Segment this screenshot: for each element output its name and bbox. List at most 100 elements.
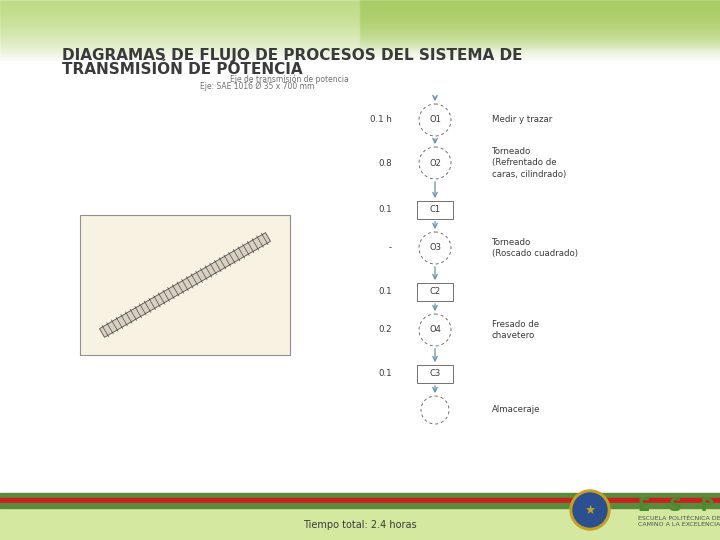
Bar — [0, 36, 720, 37]
Bar — [0, 34, 720, 35]
Bar — [0, 24, 720, 25]
Bar — [0, 20, 720, 21]
Bar — [0, 51, 720, 52]
Bar — [360, 28, 720, 29]
Bar — [0, 498, 720, 503]
Bar — [0, 48, 720, 49]
Bar — [417, 283, 453, 301]
Text: 0.2: 0.2 — [379, 326, 392, 334]
Bar — [360, 32, 720, 33]
Text: ★: ★ — [585, 503, 595, 516]
Bar — [0, 21, 720, 22]
Bar — [0, 14, 720, 15]
Bar — [0, 16, 720, 17]
Bar — [360, 15, 720, 16]
Text: Torneado
(Refrentado de
caras, cilindrado): Torneado (Refrentado de caras, cilindrad… — [492, 147, 566, 179]
Bar — [360, 44, 720, 45]
Bar — [0, 45, 720, 46]
Bar — [417, 201, 453, 219]
Bar — [360, 14, 720, 15]
Bar — [0, 54, 720, 55]
Bar — [0, 27, 720, 28]
Bar — [360, 25, 720, 26]
Bar — [0, 19, 720, 20]
Bar — [0, 493, 720, 498]
Text: E   S   P   E: E S P E — [638, 497, 720, 515]
Bar — [360, 33, 720, 34]
Bar — [360, 24, 720, 25]
Bar — [0, 508, 720, 540]
Bar — [0, 23, 720, 24]
Text: 0.1: 0.1 — [379, 287, 392, 296]
Text: Eje: SAE 1016 Ø 35 x 700 mm: Eje: SAE 1016 Ø 35 x 700 mm — [200, 82, 315, 91]
Bar — [360, 46, 720, 47]
Bar — [0, 503, 720, 508]
Bar — [0, 37, 720, 38]
Text: -: - — [389, 244, 392, 253]
Polygon shape — [99, 233, 271, 338]
Bar — [360, 42, 720, 43]
Bar — [360, 18, 720, 19]
Text: Torneado
(Roscado cuadrado): Torneado (Roscado cuadrado) — [492, 238, 578, 258]
Text: O3: O3 — [429, 244, 441, 253]
Bar — [360, 48, 720, 49]
Bar — [0, 25, 720, 26]
Text: ESCUELA POLITÉCNICA DEL EJÉRCITO: ESCUELA POLITÉCNICA DEL EJÉRCITO — [638, 515, 720, 521]
Bar — [0, 38, 720, 39]
Bar — [0, 31, 720, 32]
Bar — [0, 58, 720, 59]
Bar — [360, 31, 720, 32]
Bar — [0, 26, 720, 27]
Bar — [0, 41, 720, 42]
Text: Eje de transmisión de potencia: Eje de transmisión de potencia — [230, 74, 348, 84]
Bar — [0, 32, 720, 33]
Bar — [360, 35, 720, 36]
Bar — [360, 1, 720, 2]
Bar — [0, 52, 720, 53]
Text: C1: C1 — [429, 206, 441, 214]
Bar — [0, 50, 720, 51]
Bar — [0, 29, 720, 30]
Bar — [0, 40, 720, 41]
Bar — [360, 49, 720, 50]
Bar — [0, 35, 720, 36]
Text: Tiempo total: 2.4 horas: Tiempo total: 2.4 horas — [303, 520, 417, 530]
Bar — [0, 28, 720, 29]
Bar — [0, 8, 720, 9]
Circle shape — [570, 490, 610, 530]
Bar — [0, 47, 720, 48]
Bar — [360, 0, 720, 1]
Bar — [0, 2, 720, 3]
Bar — [360, 9, 720, 10]
Bar — [0, 18, 720, 19]
Bar — [0, 5, 720, 6]
Bar — [360, 45, 720, 46]
Bar — [360, 11, 720, 12]
Bar — [360, 41, 720, 42]
Bar — [417, 365, 453, 383]
Bar — [360, 3, 720, 4]
Bar — [0, 10, 720, 11]
Text: 0.1: 0.1 — [379, 206, 392, 214]
Bar — [360, 40, 720, 41]
Bar — [0, 30, 720, 31]
Text: Fresado de
chavetero: Fresado de chavetero — [492, 320, 539, 340]
Bar — [360, 43, 720, 44]
Bar — [360, 16, 720, 17]
Bar — [360, 6, 720, 7]
Bar — [0, 11, 720, 12]
Bar — [360, 36, 720, 37]
Bar — [0, 57, 720, 58]
Text: 0.1 h: 0.1 h — [370, 116, 392, 125]
Text: TRANSMISIÓN DE POTENCIA: TRANSMISIÓN DE POTENCIA — [62, 62, 302, 77]
Bar — [360, 10, 720, 11]
Bar — [0, 43, 720, 44]
Bar — [360, 19, 720, 20]
Text: C2: C2 — [429, 287, 441, 296]
Bar — [0, 33, 720, 34]
Bar — [360, 21, 720, 22]
Text: CAMINO A LA EXCELENCIA: CAMINO A LA EXCELENCIA — [638, 522, 720, 526]
Text: 0.1: 0.1 — [379, 369, 392, 379]
Bar — [0, 3, 720, 4]
Bar — [0, 39, 720, 40]
